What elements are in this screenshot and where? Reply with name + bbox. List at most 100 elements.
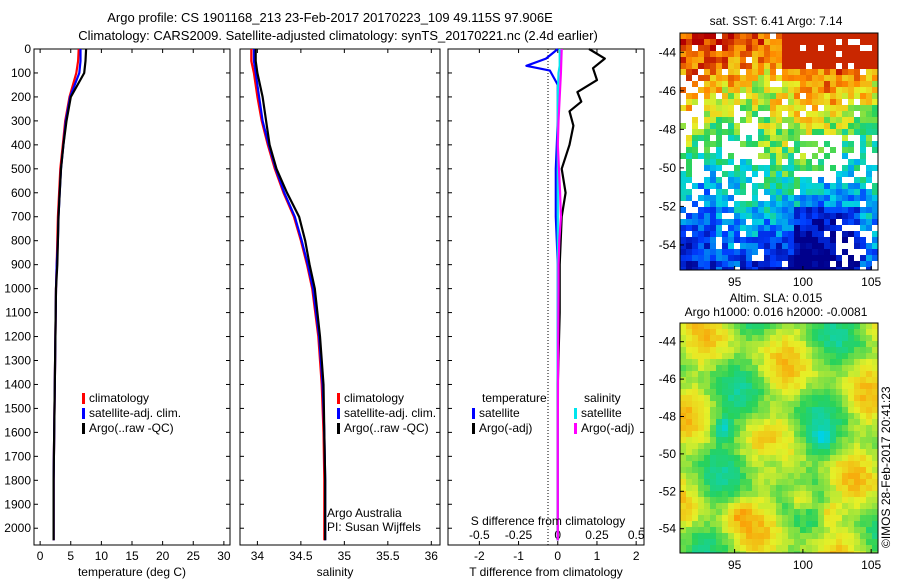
- sla-cell: [818, 455, 824, 461]
- sla-cell: [848, 551, 854, 553]
- sla-cell: [734, 455, 740, 461]
- sla-cell: [806, 377, 812, 383]
- sla-cell: [848, 425, 854, 431]
- sst-cell: [704, 75, 710, 81]
- sst-cell: [770, 213, 776, 219]
- sla-cell: [866, 341, 872, 347]
- sst-cell: [686, 267, 692, 270]
- sla-cell: [746, 323, 752, 329]
- sst-cell: [698, 51, 704, 57]
- pi-annotation: PI: Susan Wijffels: [327, 520, 421, 534]
- sla-cell: [872, 425, 878, 431]
- sst-cell: [842, 141, 848, 147]
- sst-cell: [740, 261, 746, 267]
- sla-cell: [812, 323, 818, 329]
- map-y-tick-label: -54: [659, 238, 677, 252]
- sst-cell: [836, 111, 842, 117]
- sst-cell: [812, 141, 818, 147]
- sst-cell: [860, 189, 866, 195]
- sla-cell: [818, 473, 824, 479]
- sst-cell: [782, 201, 788, 207]
- map-x-tick-label: 95: [728, 275, 742, 289]
- sla-cell: [752, 329, 758, 335]
- sla-cell: [830, 551, 836, 553]
- sla-cell: [812, 443, 818, 449]
- sla-cell: [686, 467, 692, 473]
- map-y-tick-label: -44: [659, 335, 677, 349]
- sst-cell: [704, 63, 710, 69]
- sst-cell: [692, 237, 698, 243]
- sla-cell: [800, 395, 806, 401]
- sla-cell: [848, 485, 854, 491]
- sla-cell: [782, 359, 788, 365]
- sla-cell: [866, 359, 872, 365]
- sla-cell: [686, 377, 692, 383]
- sla-cell: [812, 509, 818, 515]
- sst-cell: [692, 81, 698, 87]
- sst-cell: [758, 261, 764, 267]
- sla-cell: [848, 401, 854, 407]
- sla-cell: [830, 545, 836, 551]
- sst-cell: [824, 183, 830, 189]
- sla-cell: [716, 509, 722, 515]
- sst-cell: [806, 231, 812, 237]
- sla-cell: [686, 437, 692, 443]
- sla-cell: [692, 401, 698, 407]
- sla-cell: [812, 545, 818, 551]
- sla-cell: [788, 413, 794, 419]
- sst-cell: [830, 213, 836, 219]
- sst-cell: [806, 81, 812, 87]
- sla-cell: [728, 467, 734, 473]
- sla-cell: [866, 491, 872, 497]
- sst-cell: [704, 93, 710, 99]
- sst-cell: [794, 237, 800, 243]
- sla-cell: [860, 503, 866, 509]
- sst-cell: [812, 57, 818, 63]
- sst-cell: [770, 135, 776, 141]
- sst-cell: [692, 255, 698, 261]
- sla-cell: [836, 389, 842, 395]
- sst-cell: [758, 213, 764, 219]
- sla-cell: [854, 533, 860, 539]
- sla-cell: [764, 521, 770, 527]
- sla-cell: [752, 521, 758, 527]
- sla-cell: [746, 389, 752, 395]
- sst-cell: [788, 63, 794, 69]
- sst-cell: [830, 81, 836, 87]
- sla-cell: [728, 335, 734, 341]
- sla-cell: [734, 479, 740, 485]
- sst-cell: [848, 33, 854, 39]
- sst-cell: [746, 267, 752, 270]
- sst-cell: [872, 117, 878, 123]
- sla-cell: [836, 503, 842, 509]
- sst-cell: [728, 261, 734, 267]
- sst-cell: [788, 201, 794, 207]
- sst-cell: [794, 219, 800, 225]
- sla-cell: [698, 413, 704, 419]
- sla-cell: [692, 443, 698, 449]
- sla-cell: [686, 371, 692, 377]
- sla-cell: [698, 329, 704, 335]
- sst-cell: [866, 117, 872, 123]
- sst-cell: [770, 117, 776, 123]
- sla-cell: [848, 521, 854, 527]
- sla-cell: [818, 359, 824, 365]
- sla-cell: [752, 485, 758, 491]
- sst-cell: [746, 231, 752, 237]
- salinity-xlabel: salinity: [317, 565, 354, 579]
- sla-cell: [680, 473, 686, 479]
- sla-cell: [824, 407, 830, 413]
- sst-cell: [830, 165, 836, 171]
- series-line-argo: [52, 48, 88, 541]
- sla-cell: [716, 527, 722, 533]
- sla-cell: [788, 377, 794, 383]
- sla-cell: [788, 359, 794, 365]
- sla-cell: [680, 449, 686, 455]
- sla-cell: [872, 335, 878, 341]
- sst-cell: [764, 33, 770, 39]
- sla-cell: [680, 395, 686, 401]
- sla-cell: [806, 413, 812, 419]
- sst-cell: [752, 195, 758, 201]
- sla-cell: [740, 467, 746, 473]
- sla-cell: [728, 497, 734, 503]
